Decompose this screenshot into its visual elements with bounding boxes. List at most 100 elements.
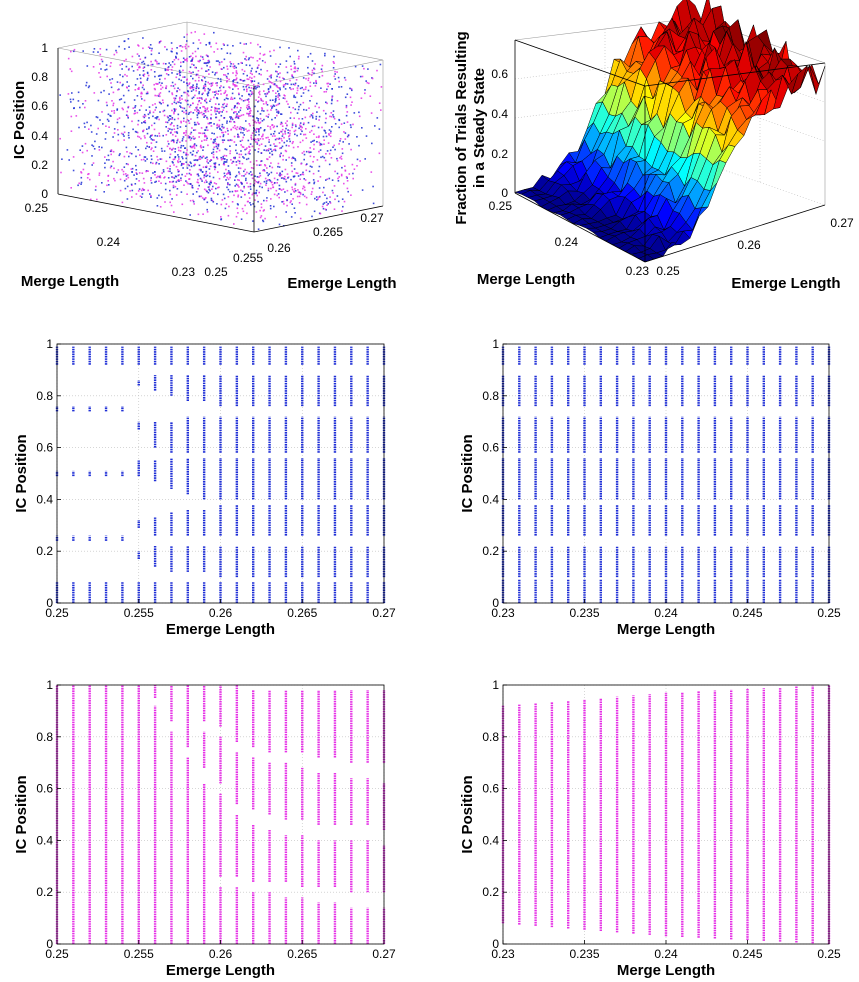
scatter3d-point [201,140,203,142]
scatter3d-point [242,114,245,116]
scatter3d-point [248,57,250,59]
scatter3d-point [229,171,231,174]
scatter3d-point [178,97,181,100]
scatter3d-point [265,199,268,202]
scatter3d-point [212,91,214,93]
scatter3d-point [121,168,123,171]
scatter3d-point [290,216,293,218]
scatter3d-point [229,176,231,179]
scatter3d-point [234,176,237,178]
scatter3d-point [182,69,184,72]
scatter3d-point [332,146,334,148]
scatter3d-point [240,189,242,192]
scatter3d-point [288,145,290,147]
scatter3d-point [102,123,104,125]
scatter3d-point [222,157,224,160]
scatter3d-point [250,87,253,89]
scatter3d-point [189,151,192,154]
scatter3d-point [104,138,107,140]
scatter3d-point [178,174,180,176]
scatter3d-point [238,153,241,156]
scatter3d-point [186,119,189,121]
scatter3d-point [208,182,211,185]
scatter3d-point [183,107,186,110]
scatter3d-point [123,125,126,128]
scatter3d-point [346,93,349,95]
scatter3d-point [183,132,185,135]
scatter3d-point [278,196,280,199]
scatter3d-point [167,69,169,71]
scatter3d-point [123,48,126,50]
scatter3d-point [293,71,295,73]
scatter3d-point [141,61,143,64]
scatter3d-point [309,52,312,55]
scatter3d-point [119,64,121,66]
scatter3d-point [216,203,218,205]
scatter3d-point [206,64,208,67]
scatter3d-point [271,124,274,126]
scatter3d-point [266,167,268,169]
scatter3d-point [215,187,217,190]
scatter3d-point [190,31,193,34]
scatter3d-point [162,101,164,104]
scatter3d-point [197,188,199,190]
scatter3d-point [229,190,231,193]
scatter3d-point [206,55,209,57]
scatter3d-point [230,63,232,65]
scatter3d-point [205,135,208,138]
scatter3d-point [189,169,191,171]
scatter3d-point [351,163,354,166]
scatter3d-point [221,131,223,134]
scatter3d-point [171,93,174,96]
scatter3d-point [260,99,263,101]
scatter3d-point [136,131,139,134]
scatter3d-point [246,74,248,77]
scatter3d-point [193,64,195,66]
scatter3d-point [372,202,375,205]
scatter3d-point [250,134,253,137]
scatter3d-point [330,157,333,159]
scatter3d-point [186,82,188,84]
scatter3d-point [113,167,115,170]
scatter3d-point [153,128,156,131]
y-tick-label: 1 [46,337,53,351]
scatter3d-point [242,132,244,134]
scatter3d-point [123,131,126,134]
scatter3d-point [72,169,75,172]
scatter3d-point [309,147,311,149]
scatter3d-point [274,138,277,141]
scatter3d-point [167,140,169,143]
y-tick-label: 0.6 [36,782,53,796]
scatter3d-point [145,109,147,111]
scatter3d-point [106,118,109,121]
scatter3d-point [272,149,275,151]
scatter3d-point [125,65,128,68]
scatter3d-point [235,174,238,177]
scatter3d-point [232,65,234,68]
scatter3d-point [289,132,291,135]
scatter3d-xtick: 0.25 [204,265,228,279]
scatter3d-point [253,205,256,208]
scatter3d-point [295,125,297,128]
scatter3d-point [213,162,215,165]
scatter3d-point [323,139,325,141]
scatter3d-point [133,174,135,176]
scatter3d-point [304,133,307,136]
scatter3d-point [138,109,141,111]
scatter3d-point [256,86,258,89]
scatter3d-point [278,188,281,190]
scatter3d-point [142,60,145,63]
scatter3d-point [237,136,239,138]
scatter3d-point [252,119,255,121]
scatter3d-point [176,179,179,182]
scatter3d-point [293,67,296,70]
scatter3d-point [288,106,291,108]
scatter3d-point [299,122,302,124]
x-tick-label: 0.25 [45,606,69,620]
scatter3d-point [282,86,285,88]
scatter3d-point [80,171,82,173]
scatter3d-point [203,62,206,64]
scatter3d-point [72,156,75,158]
scatter3d-point [236,152,238,155]
scatter3d-point [173,128,176,130]
